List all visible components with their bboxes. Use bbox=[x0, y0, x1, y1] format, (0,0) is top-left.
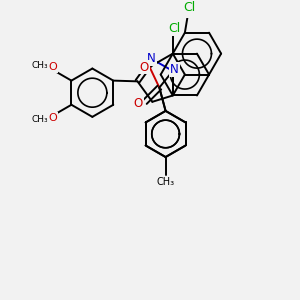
Text: Cl: Cl bbox=[183, 1, 196, 14]
Text: N: N bbox=[170, 63, 179, 76]
Text: O: O bbox=[134, 98, 143, 110]
Text: CH₃: CH₃ bbox=[157, 177, 175, 187]
Text: Cl: Cl bbox=[169, 22, 181, 35]
Text: CH₃: CH₃ bbox=[31, 61, 48, 70]
Text: O: O bbox=[49, 62, 57, 72]
Text: CH₃: CH₃ bbox=[31, 115, 48, 124]
Text: O: O bbox=[49, 113, 57, 123]
Text: O: O bbox=[140, 61, 149, 74]
Text: N: N bbox=[147, 52, 156, 65]
